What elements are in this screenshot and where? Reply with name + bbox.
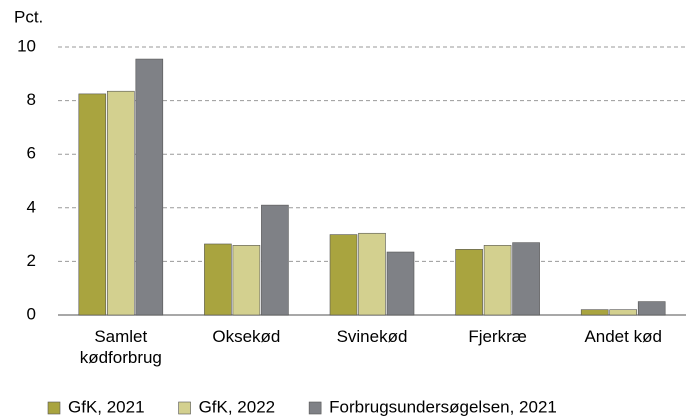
x-tick-label: Andet kød xyxy=(584,327,662,346)
legend-label: GfK, 2022 xyxy=(199,397,276,416)
y-tick-label: 10 xyxy=(17,36,36,55)
bar xyxy=(609,309,638,316)
bar xyxy=(483,245,512,316)
legend-swatch xyxy=(308,401,322,415)
x-tick-label: Samlet kødforbrug xyxy=(79,327,162,367)
bar xyxy=(232,245,261,316)
bar xyxy=(455,249,483,316)
y-axis-label: Pct. xyxy=(14,7,43,26)
bar xyxy=(204,243,232,316)
bar xyxy=(329,234,358,316)
y-tick-label: 0 xyxy=(27,304,36,323)
y-tick-label: 6 xyxy=(27,144,36,163)
legend-swatch xyxy=(47,401,61,415)
y-tick-label: 2 xyxy=(27,251,36,270)
x-tick-label: Oksekød xyxy=(212,327,281,346)
legend-label: Forbrugsundersøgelsen, 2021 xyxy=(329,397,557,416)
legend-swatch xyxy=(178,401,191,415)
bar xyxy=(78,93,107,316)
x-tick-label: Fjerkræ xyxy=(468,327,527,346)
bar xyxy=(107,90,135,316)
bar xyxy=(135,58,164,316)
bar xyxy=(358,232,386,316)
y-tick-label: 8 xyxy=(27,90,36,109)
bar xyxy=(512,242,540,316)
legend-label: GfK, 2021 xyxy=(68,397,145,416)
y-tick-label: 4 xyxy=(27,197,36,216)
bar xyxy=(637,301,666,316)
bar xyxy=(386,251,415,316)
x-tick-label: Svinekød xyxy=(336,327,408,346)
bar xyxy=(261,204,289,316)
bar xyxy=(580,309,609,316)
